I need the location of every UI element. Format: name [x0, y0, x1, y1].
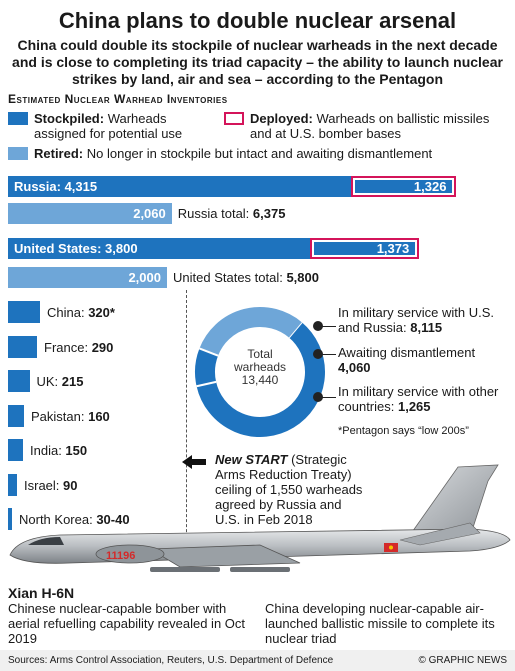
- country-label: Pakistan: 160: [31, 409, 110, 424]
- bar-us-retired: 2,000: [8, 267, 167, 288]
- country-name: India:: [30, 443, 66, 458]
- subtitle: China could double its stockpile of nucl…: [12, 37, 503, 87]
- page-title: China plans to double nuclear arsenal: [58, 8, 457, 33]
- legend-retired-text: No longer in stockpile but intact and aw…: [86, 146, 433, 161]
- bar-label-us-deployed: 1,373: [376, 241, 410, 256]
- bar-us-deployed: 1,373: [310, 238, 420, 259]
- country-value: 215: [61, 374, 84, 389]
- footnote: *Pentagon says “low 200s”: [338, 425, 469, 437]
- russia-total: Russia total: 6,375: [178, 206, 286, 221]
- country-value: 290: [91, 339, 114, 355]
- legend-retired: Retired: No longer in stockpile but inta…: [34, 146, 512, 161]
- donut-label-dismantle-value: 4,060: [338, 360, 371, 375]
- country-name: Pakistan:: [31, 408, 89, 424]
- legend-stockpiled: Stockpiled: Warheads assigned for potent…: [34, 111, 214, 141]
- tail-number: 11196: [106, 550, 136, 562]
- country-value: 90: [63, 477, 78, 493]
- bar-russia-deployed: 1,326: [351, 176, 457, 197]
- us-total-value: 5,800: [286, 270, 319, 285]
- country-name: Israel:: [24, 477, 64, 493]
- russia-total-value: 6,375: [252, 206, 286, 221]
- donut-separator: [199, 347, 219, 357]
- legend-swatch-deployed: [224, 112, 244, 125]
- country-value: 150: [65, 443, 88, 458]
- legend-deployed: Deployed: Warheads on ballistic missiles…: [250, 111, 512, 141]
- country-value: 160: [88, 408, 110, 424]
- donut-chart: [195, 307, 325, 437]
- aircraft-name: Xian H-6N: [8, 585, 75, 601]
- country-label: France: 290: [44, 340, 113, 355]
- bar-israel: [8, 473, 17, 496]
- bar-china: [8, 301, 40, 323]
- donut-label-service: In military service with U.S. and Russia…: [338, 305, 510, 335]
- country-label: China: 320*: [47, 305, 115, 320]
- russia-total-prefix: Russia total:: [177, 206, 253, 221]
- donut-label-service-value: 8,115: [410, 320, 443, 335]
- donut-slice-0: [196, 322, 325, 437]
- donut-label-other-text: In military service with other countries…: [338, 384, 499, 414]
- bar-label-us-retired: 2,000: [128, 270, 161, 285]
- section-title: Estimated Nuclear Warhead Inventories: [8, 92, 228, 106]
- arrow-icon: [182, 455, 206, 469]
- bar-pakistan: [8, 404, 24, 427]
- missile-caption: China developing nuclear-capable air-lau…: [265, 601, 495, 646]
- bar-label-russia-stockpiled: Russia: 4,315: [14, 179, 98, 194]
- footer: Sources: Arms Control Association, Reute…: [0, 650, 515, 671]
- footer-credit: © GRAPHIC NEWS: [418, 655, 508, 666]
- bar-uk: [8, 370, 30, 392]
- leader-line-dismantle: [318, 354, 336, 355]
- donut-separator: [196, 380, 217, 388]
- country-label: India: 150: [30, 443, 87, 458]
- donut-label-other: In military service with other countries…: [338, 384, 510, 414]
- donut-center: Total warheads 13,440: [220, 348, 300, 387]
- new-start-note: New START (Strategic Arms Reduction Trea…: [215, 452, 365, 527]
- country-label: UK: 215: [37, 374, 84, 389]
- legend-deployed-title: Deployed:: [250, 111, 313, 126]
- us-total-prefix: United States total:: [173, 270, 287, 285]
- bar-north-korea: [8, 508, 12, 530]
- donut-center-value: 13,440: [241, 373, 279, 387]
- country-label: North Korea: 30-40: [19, 512, 130, 527]
- country-name: North Korea:: [19, 512, 97, 527]
- footer-sources: Sources: Arms Control Association, Reute…: [8, 655, 334, 666]
- donut-label-dismantle: Awaiting dismantlement 4,060: [338, 345, 510, 375]
- donut-center-label: Total warheads: [233, 347, 287, 374]
- country-name: France:: [44, 339, 92, 355]
- axis-divider: [186, 290, 187, 552]
- donut-slice-2: [195, 348, 219, 387]
- new-start-name: New START: [215, 452, 288, 467]
- bar-russia-stockpiled: Russia: 4,315: [8, 176, 352, 197]
- country-name: China:: [47, 305, 89, 320]
- bar-us-stockpiled: United States: 3,800: [8, 238, 311, 259]
- donut-label-dismantle-text: Awaiting dismantlement: [338, 345, 476, 360]
- country-value: 30-40: [96, 512, 130, 527]
- donut-separator: [288, 321, 303, 339]
- donut-slice-1: [199, 307, 302, 357]
- aircraft-caption: Chinese nuclear-capable bomber with aeri…: [8, 601, 246, 646]
- legend-stockpiled-title: Stockpiled:: [34, 111, 105, 126]
- legend-swatch-retired: [8, 147, 28, 160]
- legend-swatch-stockpiled: [8, 112, 28, 125]
- bar-france: [8, 335, 37, 358]
- leader-line-other: [318, 397, 336, 398]
- bar-label-us-stockpiled: United States: 3,800: [14, 241, 138, 256]
- legend-stockpiled-text: Warheads assigned for potential use: [34, 111, 183, 141]
- legend-retired-title: Retired:: [34, 146, 84, 161]
- bar-india: [8, 439, 23, 461]
- bar-label-russia-retired: 2,060: [133, 206, 166, 221]
- country-value: 320*: [88, 305, 115, 320]
- new-start-text: (Strategic Arms Reduction Treaty) ceilin…: [215, 452, 363, 527]
- leader-line-service: [318, 326, 336, 327]
- xian-h6n-bomber-illustration: [9, 464, 511, 572]
- country-name: UK:: [36, 374, 62, 389]
- country-label: Israel: 90: [24, 478, 77, 493]
- bar-russia-retired: 2,060: [8, 203, 172, 224]
- us-total: United States total: 5,800: [173, 270, 319, 285]
- donut-label-service-text: In military service with U.S. and Russia…: [338, 305, 495, 335]
- bar-label-russia-deployed: 1,326: [413, 179, 447, 194]
- legend-deployed-text: Warheads on ballistic missiles and at U.…: [250, 111, 490, 141]
- donut-label-other-value: 1,265: [397, 399, 431, 414]
